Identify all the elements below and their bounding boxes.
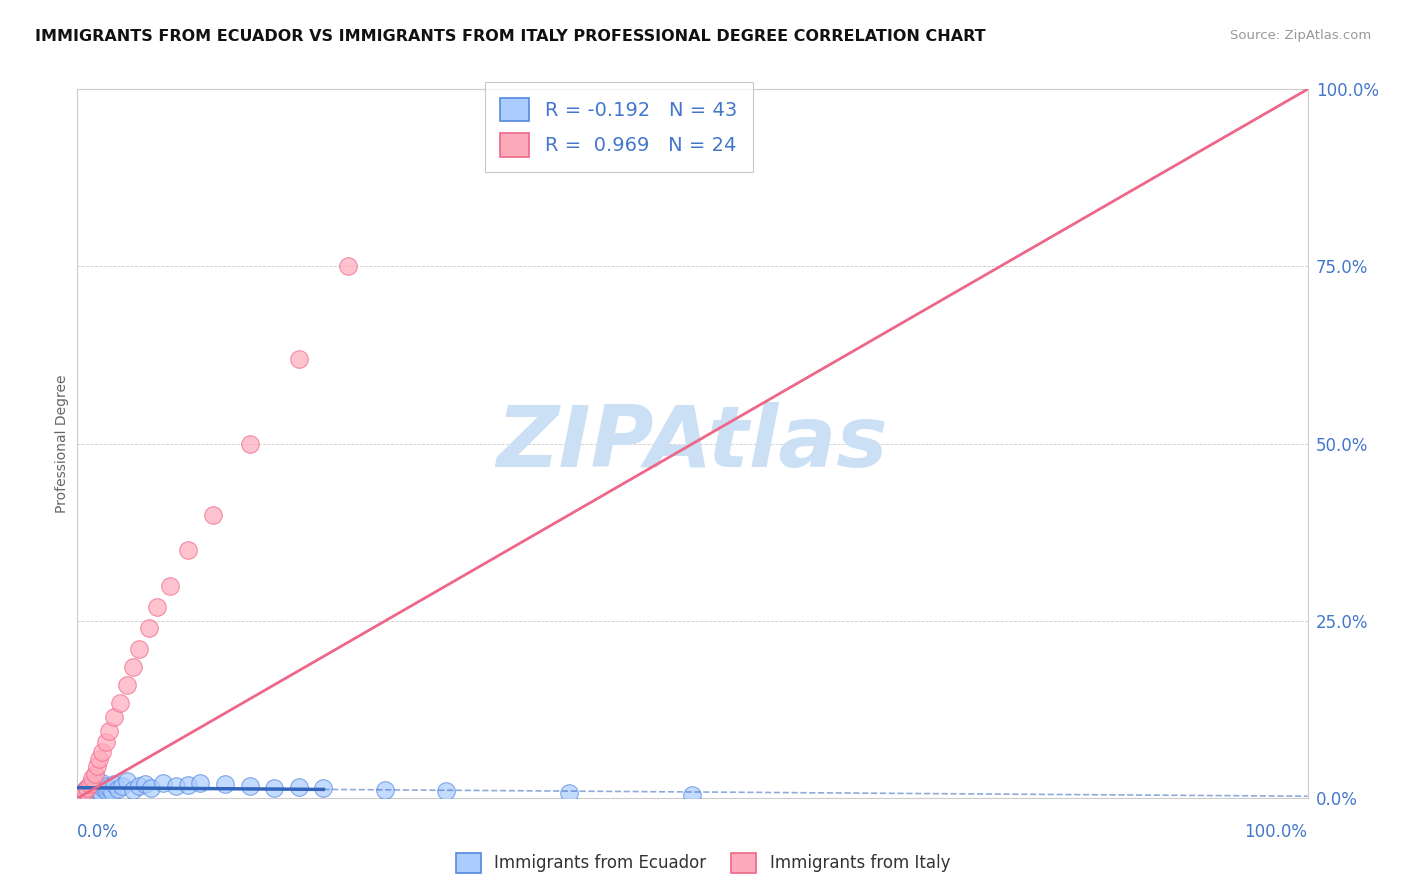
- Point: [128, 642, 150, 657]
- Point: [86, 759, 108, 773]
- Point: [436, 784, 458, 798]
- Point: [76, 780, 98, 795]
- Point: [134, 777, 156, 791]
- Point: [177, 778, 200, 792]
- Point: [121, 660, 143, 674]
- Point: [103, 777, 125, 791]
- Point: [70, 788, 93, 802]
- Point: [101, 785, 124, 799]
- Point: [98, 723, 121, 738]
- Legend: Immigrants from Ecuador, Immigrants from Italy: Immigrants from Ecuador, Immigrants from…: [449, 847, 957, 880]
- Text: Source: ZipAtlas.com: Source: ZipAtlas.com: [1230, 29, 1371, 42]
- Text: 100.0%: 100.0%: [1244, 823, 1308, 841]
- Point: [90, 786, 112, 800]
- Point: [239, 436, 262, 450]
- Point: [84, 780, 107, 794]
- Point: [82, 777, 104, 791]
- Point: [83, 782, 105, 797]
- Point: [239, 779, 262, 793]
- Point: [146, 599, 169, 614]
- Point: [79, 779, 101, 793]
- Point: [73, 782, 96, 797]
- Point: [682, 788, 704, 802]
- Text: ZIPAtlas: ZIPAtlas: [496, 402, 889, 485]
- Point: [76, 780, 98, 795]
- Point: [98, 780, 121, 795]
- Y-axis label: Professional Degree: Professional Degree: [55, 375, 69, 513]
- Point: [91, 781, 114, 796]
- Point: [115, 773, 138, 788]
- Point: [80, 785, 103, 799]
- Point: [83, 766, 105, 780]
- Point: [263, 780, 285, 795]
- Point: [138, 621, 160, 635]
- Point: [77, 787, 100, 801]
- Point: [374, 782, 396, 797]
- Point: [165, 779, 187, 793]
- Point: [89, 752, 111, 766]
- Point: [121, 782, 143, 797]
- Point: [288, 780, 311, 794]
- Point: [558, 786, 581, 800]
- Text: IMMIGRANTS FROM ECUADOR VS IMMIGRANTS FROM ITALY PROFESSIONAL DEGREE CORRELATION: IMMIGRANTS FROM ECUADOR VS IMMIGRANTS FR…: [35, 29, 986, 44]
- Text: 0.0%: 0.0%: [77, 823, 120, 841]
- Point: [90, 745, 114, 759]
- Point: [72, 786, 94, 800]
- Point: [94, 734, 117, 748]
- Point: [312, 781, 335, 796]
- Point: [201, 508, 224, 522]
- Point: [337, 260, 360, 274]
- Point: [110, 696, 132, 710]
- Point: [75, 789, 97, 803]
- Point: [89, 783, 111, 797]
- Point: [159, 578, 181, 592]
- Point: [103, 710, 125, 724]
- Point: [82, 772, 104, 786]
- Point: [141, 780, 163, 795]
- Point: [115, 678, 138, 692]
- Point: [90, 776, 114, 790]
- Point: [87, 778, 110, 792]
- Point: [93, 779, 115, 793]
- Point: [96, 784, 118, 798]
- Point: [111, 779, 134, 793]
- Point: [177, 543, 200, 558]
- Point: [152, 776, 174, 790]
- Point: [107, 782, 129, 797]
- Point: [70, 788, 93, 802]
- Point: [73, 784, 96, 798]
- Point: [214, 777, 236, 791]
- Point: [79, 777, 101, 791]
- Point: [190, 776, 212, 790]
- Point: [128, 779, 150, 793]
- Point: [288, 351, 311, 366]
- Point: [82, 786, 104, 800]
- Legend: R = -0.192   N = 43, R =  0.969   N = 24: R = -0.192 N = 43, R = 0.969 N = 24: [485, 82, 752, 172]
- Point: [86, 788, 108, 802]
